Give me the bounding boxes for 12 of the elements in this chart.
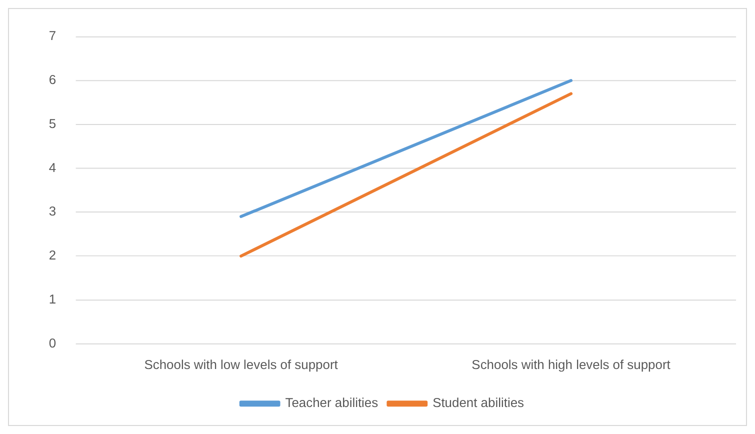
y-tick-label: 7 <box>48 28 56 44</box>
y-tick-label: 6 <box>48 72 56 88</box>
x-tick-label: Schools with low levels of support <box>144 357 338 372</box>
y-tick-label: 0 <box>48 335 56 350</box>
x-tick-label: Schools with high levels of support <box>472 357 671 372</box>
y-tick-label: 1 <box>48 291 56 306</box>
y-tick-label: 4 <box>48 160 56 175</box>
y-tick-label: 2 <box>48 248 56 263</box>
y-tick-label: 5 <box>48 116 56 131</box>
legend-label: Student abilities <box>432 395 524 410</box>
legend-label: Teacher abilities <box>285 395 378 410</box>
y-tick-label: 3 <box>48 204 56 219</box>
